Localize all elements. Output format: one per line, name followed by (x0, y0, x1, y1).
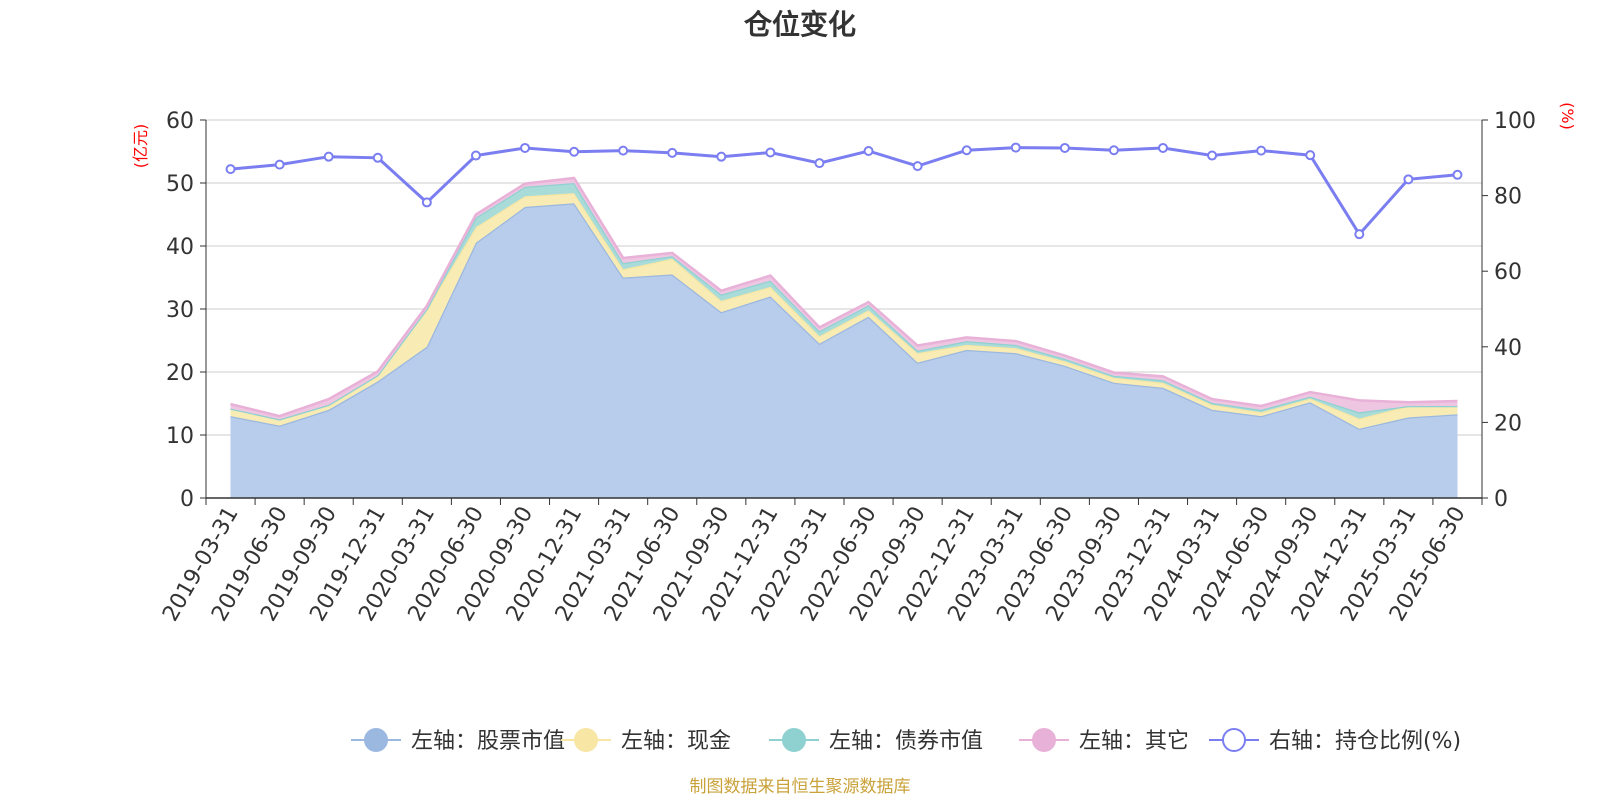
left-axis-tick-label: 40 (166, 235, 194, 260)
legend-marker-icon (1222, 728, 1246, 752)
legend-marker-icon (1032, 728, 1056, 752)
ratio-point (225, 164, 236, 175)
legend-label: 右轴：持仓比例(%) (1269, 729, 1461, 754)
ratio-point (569, 146, 580, 157)
ratio-point (1305, 150, 1316, 161)
ratio-point (1108, 145, 1119, 156)
left-axis-unit: (亿元) (131, 124, 150, 169)
ratio-point (961, 145, 972, 156)
right-axis-tick-label: 40 (1494, 336, 1522, 361)
ratio-point (1158, 142, 1168, 153)
ratio-point (716, 151, 727, 162)
legend-label: 左轴：其它 (1079, 729, 1189, 754)
ratio-point (1207, 150, 1218, 161)
right-axis-tick-label: 80 (1494, 185, 1522, 210)
left-axis-tick-label: 30 (166, 298, 194, 323)
ratio-point (1059, 142, 1070, 153)
right-axis-unit: (%) (1558, 102, 1577, 130)
stacked-areas (230, 176, 1458, 498)
legend[interactable]: 左轴：股票市值 左轴：现金 左轴：债券市值 左轴：其它 右轴：持仓比例(%) (351, 728, 1461, 754)
position-ratio-line (225, 142, 1463, 240)
legend-marker-icon (364, 728, 388, 752)
legend-item[interactable]: 左轴：其它 (1019, 728, 1189, 754)
ratio-point (372, 152, 383, 163)
left-axis-tick-label: 10 (166, 424, 194, 449)
ratio-point (470, 150, 481, 161)
area-edge-左轴：其它 (230, 176, 1458, 418)
ratio-point (1452, 169, 1463, 180)
area-左轴：股票市值 (230, 203, 1458, 498)
ratio-point (1256, 145, 1267, 156)
left-axis-tick-label: 20 (166, 361, 194, 386)
legend-marker-icon (574, 728, 598, 752)
ratio-point (863, 145, 874, 156)
legend-item[interactable]: 左轴：现金 (561, 728, 731, 754)
ratio-point (1010, 142, 1021, 153)
legend-item[interactable]: 右轴：持仓比例(%) (1209, 728, 1461, 754)
chart-title: 仓位变化 (744, 8, 856, 41)
ratio-point (765, 147, 776, 158)
ratio-line-path (230, 146, 1458, 237)
ratio-point (1354, 229, 1365, 240)
legend-item[interactable]: 左轴：股票市值 (351, 728, 565, 754)
left-axis-tick-label: 50 (166, 172, 194, 197)
ratio-point (520, 142, 530, 153)
ratio-point (912, 161, 923, 172)
right-axis-tick-label: 20 (1494, 411, 1522, 436)
ratio-point (421, 197, 432, 208)
ratio-point (618, 145, 629, 156)
right-axis-tick-label: 60 (1494, 260, 1522, 285)
ratio-point (1403, 174, 1414, 185)
ratio-point (274, 159, 285, 170)
left-axis-tick-label: 60 (166, 109, 194, 134)
ratio-point (814, 158, 825, 169)
right-axis-tick-label: 0 (1494, 487, 1508, 512)
legend-marker-icon (782, 728, 806, 752)
right-axis-tick-label: 100 (1494, 109, 1536, 134)
legend-label: 左轴：股票市值 (411, 729, 565, 754)
left-axis-tick-label: 0 (180, 487, 194, 512)
legend-label: 左轴：债券市值 (829, 729, 983, 754)
ratio-point (323, 151, 334, 162)
legend-label: 左轴：现金 (621, 729, 731, 754)
ratio-point (667, 147, 678, 158)
legend-item[interactable]: 左轴：债券市值 (769, 728, 983, 754)
data-source-note: 制图数据来自恒生聚源数据库 (690, 777, 911, 797)
